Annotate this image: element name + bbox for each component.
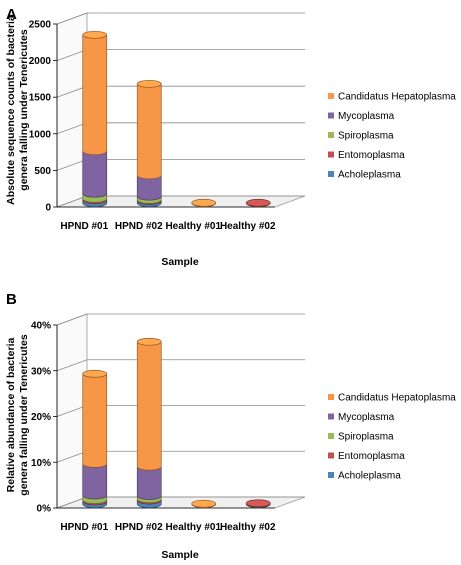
legend-swatch	[328, 452, 334, 459]
y-tick-label: 30%	[31, 366, 51, 377]
bar-segment-mycoplasma	[82, 151, 108, 198]
bar-segment-mycoplasma	[136, 466, 162, 500]
legend-swatch	[328, 413, 334, 420]
panel-b-ylabel-line1: Relative abundance of bacteria	[5, 338, 17, 493]
legend-label: Candidatus Hepatoplasma	[338, 393, 456, 404]
bar-top-cap	[245, 198, 271, 207]
gridline	[56, 359, 305, 372]
bar-stack	[136, 79, 162, 207]
legend-label: Mycoplasma	[338, 412, 395, 423]
y-tick-label: 2000	[29, 56, 52, 67]
x-tick-label: Healthy #01	[165, 221, 221, 232]
legend-label: Acholeplasma	[338, 471, 401, 482]
y-tick-label: 2500	[29, 20, 52, 31]
y-tick-label: 1500	[29, 93, 52, 104]
y-tick-label: 40%	[31, 321, 51, 332]
y-tick-label: 10%	[31, 458, 51, 469]
bar-stack	[245, 499, 271, 508]
legend-swatch	[328, 132, 334, 138]
panel-a-xlabel: Sample	[161, 256, 199, 268]
bar-stack	[191, 499, 217, 508]
legend-label: Entomoplasma	[338, 451, 405, 462]
legend-swatch	[328, 472, 334, 478]
y-tick-label: 1000	[29, 129, 52, 140]
x-tick-label: Healthy #02	[220, 522, 276, 533]
x-tick-label: HPND #02	[115, 221, 163, 232]
bar-top-cap	[82, 30, 108, 39]
panel-b-letter: B	[6, 291, 17, 308]
panel-a-ylabel-line2: genera falling under Tenericutes	[18, 29, 30, 191]
y-tick-label: 20%	[31, 412, 51, 423]
legend-label: Acholeplasma	[338, 170, 401, 181]
bar-top-cap	[136, 79, 162, 88]
gridline	[56, 12, 305, 25]
legend: Candidatus Hepatoplasma Mycoplasma Spiropl…	[328, 393, 456, 482]
y-tick-label: 0%	[37, 504, 52, 515]
bar-stack	[136, 337, 162, 508]
bar-top-cap	[191, 499, 217, 508]
legend-label: Spiroplasma	[338, 432, 394, 443]
panel-b-xlabel: Sample	[161, 549, 199, 561]
bar-segment-mycoplasma	[82, 463, 108, 500]
x-tick-label: Healthy #01	[165, 522, 221, 533]
panel-b-chart: 0%10%20%30%40%HPND #01 HPND #02 Healthy #0…	[31, 313, 456, 533]
bar-segment-candidatus-hepatoplasma	[136, 83, 162, 180]
legend-swatch	[328, 151, 334, 158]
bar-segment-candidatus-hepatoplasma	[82, 34, 108, 156]
panel-a-letter: A	[6, 6, 17, 23]
bar-stack	[191, 198, 217, 207]
bar-top-cap	[82, 369, 108, 378]
legend-label: Spiroplasma	[338, 131, 394, 142]
x-tick-label: HPND #01	[60, 221, 108, 232]
legend: Candidatus Hepatoplasma Mycoplasma Spiropl…	[328, 92, 456, 181]
legend-swatch	[328, 93, 334, 99]
bar-top-cap	[191, 198, 217, 207]
legend-swatch	[328, 112, 334, 119]
bar-top-cap	[136, 337, 162, 346]
gridline	[56, 313, 305, 326]
bar-stack	[82, 30, 108, 207]
panel-b-ylabel-line2: genera falling under Tenericutes	[18, 334, 30, 496]
legend-label: Mycoplasma	[338, 111, 395, 122]
bar-segment-candidatus-hepatoplasma	[82, 373, 108, 468]
bar-stack	[82, 369, 108, 508]
panel-a-ylabel-line1: Absolute sequence counts of bacteria	[5, 15, 17, 205]
legend-swatch	[328, 394, 334, 400]
x-tick-label: HPND #02	[115, 522, 163, 533]
legend-swatch	[328, 433, 334, 439]
legend-label: Entomoplasma	[338, 150, 405, 161]
x-tick-label: Healthy #02	[220, 221, 276, 232]
y-tick-label: 500	[34, 166, 51, 177]
legend-swatch	[328, 171, 334, 177]
bar-stack	[245, 198, 271, 207]
bar-segment-candidatus-hepatoplasma	[136, 341, 162, 471]
y-tick-label: 0	[45, 203, 51, 214]
x-tick-label: HPND #01	[60, 522, 108, 533]
legend-label: Candidatus Hepatoplasma	[338, 92, 456, 103]
bar-top-cap	[245, 499, 271, 508]
